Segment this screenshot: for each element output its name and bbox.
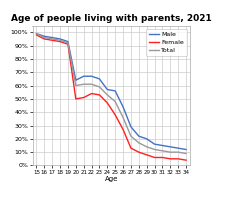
- Male: [90, 75, 93, 77]
- Total: [161, 150, 164, 152]
- Male: [106, 88, 109, 91]
- Total: [130, 135, 132, 137]
- Male: [122, 106, 124, 108]
- Male: [51, 36, 54, 39]
- Total: [106, 94, 109, 96]
- Total: [177, 151, 180, 153]
- Female: [122, 128, 124, 131]
- Female: [184, 159, 188, 161]
- Female: [169, 158, 172, 160]
- Total: [58, 39, 61, 41]
- Male: [130, 126, 132, 128]
- Male: [145, 138, 148, 140]
- Title: Age of people living with parents, 2021: Age of people living with parents, 2021: [11, 14, 211, 23]
- Male: [98, 78, 101, 80]
- Male: [153, 143, 156, 145]
- Male: [169, 146, 172, 148]
- Male: [43, 35, 46, 37]
- Total: [82, 83, 85, 85]
- Female: [177, 158, 180, 160]
- Legend: Male, Female, Total: Male, Female, Total: [146, 29, 187, 56]
- Male: [82, 75, 85, 77]
- Male: [137, 135, 140, 137]
- Total: [98, 86, 101, 88]
- Total: [35, 33, 38, 35]
- Total: [145, 146, 148, 148]
- Line: Female: Female: [36, 35, 186, 160]
- Female: [74, 98, 77, 100]
- Female: [137, 151, 140, 153]
- Total: [137, 142, 140, 144]
- X-axis label: Age: Age: [104, 176, 118, 182]
- Line: Male: Male: [36, 34, 186, 150]
- Total: [184, 152, 188, 155]
- Male: [74, 79, 77, 81]
- Female: [130, 147, 132, 149]
- Male: [66, 40, 70, 43]
- Line: Total: Total: [36, 34, 186, 153]
- Total: [66, 42, 70, 44]
- Total: [90, 83, 93, 85]
- Total: [114, 100, 117, 103]
- Female: [66, 43, 70, 46]
- Total: [122, 116, 124, 119]
- Total: [153, 148, 156, 151]
- Total: [169, 151, 172, 153]
- Male: [184, 148, 188, 151]
- Female: [82, 96, 85, 99]
- Male: [114, 90, 117, 92]
- Total: [43, 36, 46, 39]
- Total: [51, 38, 54, 40]
- Female: [145, 154, 148, 156]
- Female: [43, 38, 46, 40]
- Female: [35, 34, 38, 36]
- Female: [58, 40, 61, 43]
- Female: [90, 92, 93, 95]
- Total: [74, 84, 77, 87]
- Male: [35, 33, 38, 35]
- Female: [51, 39, 54, 41]
- Male: [58, 38, 61, 40]
- Female: [106, 102, 109, 104]
- Female: [161, 156, 164, 159]
- Female: [98, 94, 101, 96]
- Female: [114, 114, 117, 116]
- Male: [161, 144, 164, 147]
- Female: [153, 156, 156, 159]
- Male: [177, 147, 180, 149]
